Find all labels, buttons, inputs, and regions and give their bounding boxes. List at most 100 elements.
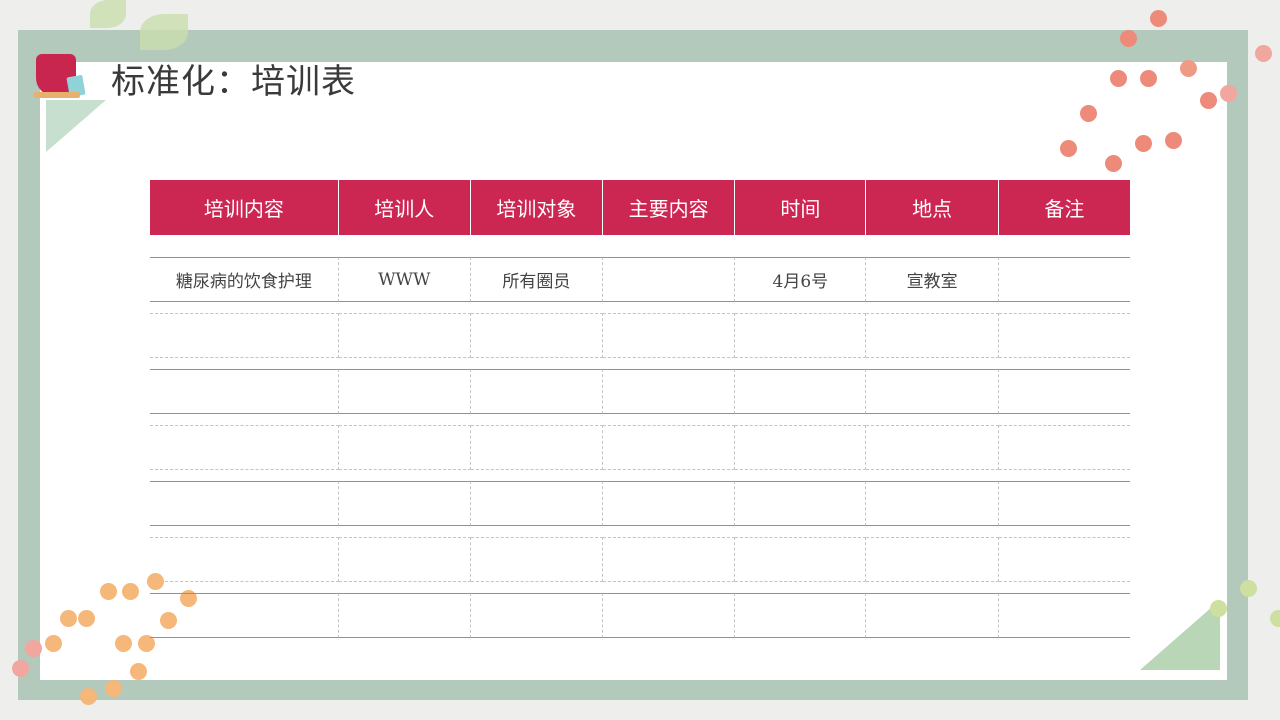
berry-dot [1110, 70, 1127, 87]
berry-dot [105, 680, 122, 697]
row-spacer [150, 582, 1130, 593]
table-cell[interactable] [470, 537, 604, 582]
berry-dot [1140, 70, 1157, 87]
table-cell[interactable] [866, 593, 999, 638]
berry-dot [1105, 155, 1122, 172]
table-cell[interactable] [735, 481, 867, 526]
table-row [150, 369, 1130, 414]
table-cell[interactable] [603, 481, 736, 526]
table-cell[interactable] [603, 369, 736, 414]
berry-dot [100, 583, 117, 600]
page-title: 标准化：培训表 [111, 62, 356, 102]
decorative-triangle [1140, 600, 1220, 670]
row-spacer [150, 414, 1130, 425]
berry-dot [130, 663, 147, 680]
spacer-cell [150, 470, 1130, 481]
table-cell[interactable] [866, 369, 999, 414]
table-row [150, 425, 1130, 470]
table-cell[interactable] [866, 481, 999, 526]
table-cell[interactable]: 所有圈员 [470, 257, 604, 302]
berry-dot [1135, 135, 1152, 152]
table-row: 糖尿病的饮食护理 WWW 所有圈员 4月6号 宣教室 [150, 257, 1130, 302]
decorative-triangle [46, 100, 106, 152]
table-cell[interactable] [150, 369, 339, 414]
berry-dot [160, 612, 177, 629]
table-cell[interactable] [735, 369, 867, 414]
berry-dot [1165, 132, 1182, 149]
table-cell[interactable] [338, 537, 471, 582]
table-row [150, 537, 1130, 582]
column-header: 主要内容 [603, 180, 736, 235]
table-cell[interactable] [470, 369, 604, 414]
table-cell[interactable]: 宣教室 [866, 257, 999, 302]
table-cell[interactable] [998, 257, 1130, 302]
spacer-cell [150, 414, 1130, 425]
berry-dot [1060, 140, 1077, 157]
table-cell[interactable] [603, 537, 736, 582]
table-cell[interactable] [735, 593, 867, 638]
column-header: 培训对象 [470, 180, 604, 235]
berry-dot [1270, 610, 1280, 627]
table-cell[interactable] [735, 425, 867, 470]
column-header: 培训内容 [150, 180, 339, 235]
column-header: 地点 [866, 180, 999, 235]
table-cell[interactable] [735, 313, 867, 358]
row-spacer [150, 526, 1130, 537]
table-cell[interactable] [603, 593, 736, 638]
table-cell[interactable] [470, 481, 604, 526]
berry-dot [12, 660, 29, 677]
table-cell[interactable] [150, 537, 339, 582]
table-cell[interactable] [338, 313, 471, 358]
row-spacer [150, 470, 1130, 481]
table-cell[interactable] [998, 313, 1130, 358]
berry-dot [1200, 92, 1217, 109]
table-cell[interactable] [470, 313, 604, 358]
table-cell[interactable] [470, 425, 604, 470]
table-cell[interactable]: WWW [338, 257, 471, 302]
table-cell[interactable] [338, 481, 471, 526]
table-cell[interactable] [866, 313, 999, 358]
table-cell[interactable] [998, 425, 1130, 470]
table-cell[interactable] [603, 257, 736, 302]
table-cell[interactable] [338, 425, 471, 470]
table-row [150, 481, 1130, 526]
table-cell[interactable] [998, 537, 1130, 582]
table-cell[interactable] [150, 481, 339, 526]
berry-dot [1180, 60, 1197, 77]
table-cell[interactable] [470, 593, 604, 638]
berry-dot [115, 635, 132, 652]
table-cell[interactable] [998, 593, 1130, 638]
berry-dot [138, 635, 155, 652]
spacer-cell [150, 358, 1130, 369]
table-cell[interactable] [338, 369, 471, 414]
spacer-cell [150, 235, 1130, 257]
table-row [150, 593, 1130, 638]
table-cell[interactable] [998, 369, 1130, 414]
spacer-cell [150, 302, 1130, 313]
row-spacer [150, 235, 1130, 257]
table-cell[interactable] [150, 313, 339, 358]
leaf-decoration [140, 14, 188, 50]
table-cell[interactable] [150, 425, 339, 470]
book-icon [34, 92, 80, 98]
berry-dot [180, 590, 197, 607]
table-cell[interactable] [338, 593, 471, 638]
table-cell[interactable] [150, 593, 339, 638]
berry-dot [1210, 600, 1227, 617]
row-spacer [150, 302, 1130, 313]
table-cell[interactable]: 糖尿病的饮食护理 [150, 257, 339, 302]
table-cell[interactable] [603, 425, 736, 470]
table-header-row: 培训内容 培训人 培训对象 主要内容 时间 地点 备注 [150, 180, 1130, 235]
table-cell[interactable] [866, 537, 999, 582]
table-cell[interactable]: 4月6号 [735, 257, 867, 302]
berry-dot [78, 610, 95, 627]
training-table: 培训内容 培训人 培训对象 主要内容 时间 地点 备注 糖尿病的饮食护理 WWW 所有圈员 4月6… [150, 180, 1130, 638]
table-cell[interactable] [735, 537, 867, 582]
table-cell[interactable] [603, 313, 736, 358]
row-spacer [150, 358, 1130, 369]
table-cell[interactable] [866, 425, 999, 470]
berry-dot [1120, 30, 1137, 47]
berry-dot [1240, 580, 1257, 597]
berry-dot [1150, 10, 1167, 27]
table-cell[interactable] [998, 481, 1130, 526]
